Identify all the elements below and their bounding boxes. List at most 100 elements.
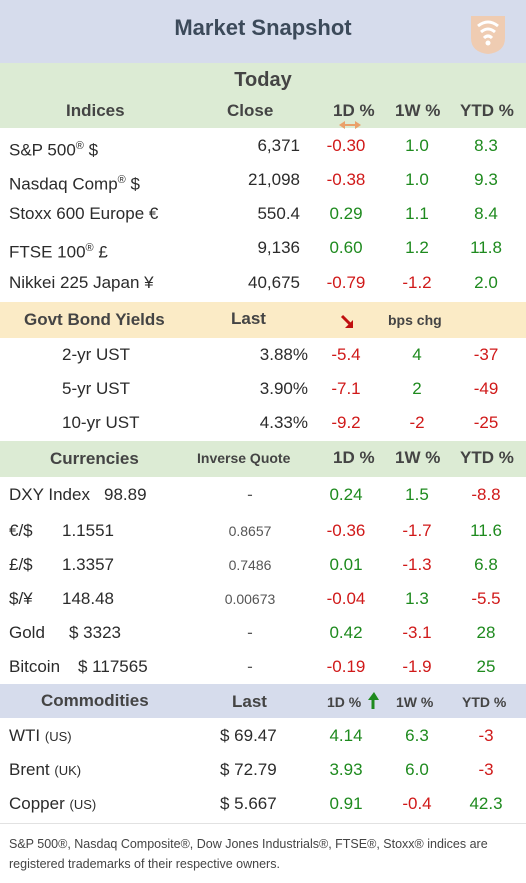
commodity-last: $ 72.79 (220, 760, 277, 779)
inverse-quote: 0.00673 (224, 591, 276, 607)
double-arrow-icon (339, 121, 361, 129)
currency-d1: -0.19 (326, 657, 366, 676)
table-row: $/¥ 148.48 0.00673 -0.04 1.3 -5.5 (0, 582, 526, 616)
currency-name: $/¥ (9, 589, 33, 608)
w1-value: 1.2 (405, 238, 429, 257)
down-arrow-icon (340, 314, 353, 328)
bonds-header: Govt Bond Yields Last bps chg (0, 302, 526, 338)
close-value: 550.4 (257, 204, 300, 223)
index-label: Stoxx 600 Europe € (9, 204, 159, 223)
bond-ytd: -25 (473, 413, 499, 432)
bond-last: 3.88% (259, 345, 308, 364)
bps-chg-heading: bps chg (388, 312, 442, 328)
today-label: Today (234, 69, 292, 91)
commodity-ytd: 42.3 (469, 794, 503, 813)
bond-d1: -9.2 (331, 413, 361, 432)
currency-name: Bitcoin (9, 657, 61, 676)
title-bar (0, 0, 526, 63)
currency-symbol: £ (93, 242, 108, 262)
table-row: Nasdaq Comp® $21,098 -0.38 1.0 9.3 (0, 163, 526, 197)
currency-w1: 1.3 (405, 589, 429, 608)
indices-heading: Indices (66, 101, 125, 120)
bond-w1: 2 (412, 379, 422, 398)
currency-ytd: -5.5 (471, 589, 501, 608)
commodity-d1: 0.91 (329, 794, 363, 813)
table-row: 2-yr UST 3.88% -5.4 4 -37 (0, 338, 526, 372)
commodity-origin: (US) (44, 729, 72, 744)
bond-name: 2-yr UST (62, 345, 130, 364)
currency-value: 1.3357 (62, 555, 114, 574)
commodity-w1: 6.0 (405, 760, 429, 779)
currency-value: $ 117565 (78, 657, 148, 676)
table-row: Bitcoin $ 117565 - -0.19 -1.9 25 (0, 650, 526, 684)
bonds-heading: Govt Bond Yields (24, 310, 165, 329)
currency-value: $ 3323 (69, 623, 121, 642)
table-row: €/$ 1.1551 0.8657 -0.36 -1.7 11.6 (0, 514, 526, 548)
table-row: WTI (US) $ 69.47 4.14 6.3 -3 (0, 719, 526, 753)
currency-ytd: 25 (476, 657, 496, 676)
currency-ytd: 28 (476, 623, 496, 642)
index-name: Nasdaq Comp® $ (9, 163, 140, 202)
currency-d1: 0.42 (329, 623, 363, 642)
currency-value: 98.89 (104, 485, 147, 504)
currencies-header: Currencies Inverse Quote 1D % 1W % YTD % (0, 441, 526, 477)
currency-name: Gold (9, 623, 45, 642)
com-ytd-heading: YTD % (462, 694, 507, 710)
footer-note: S&P 500®, Nasdaq Composite®, Dow Jones I… (9, 837, 488, 871)
up-arrow-icon (368, 692, 379, 709)
ytd-value: 8.4 (474, 204, 498, 223)
w1-value: 1.0 (405, 136, 429, 155)
close-value: 40,675 (248, 273, 300, 292)
commodities-heading: Commodities (41, 691, 149, 710)
currency-d1: -0.04 (326, 589, 366, 608)
com-d1-heading: 1D % (327, 694, 362, 710)
commodity-name: Copper (US) (9, 787, 96, 822)
currency-ytd: -8.8 (471, 485, 501, 504)
currency-w1: -1.7 (402, 521, 432, 540)
table-row: 10-yr UST 4.33% -9.2 -2 -25 (0, 406, 526, 440)
currency-d1: -0.36 (326, 521, 366, 540)
index-label: S&P 500 (9, 140, 76, 160)
w1-value: -1.2 (402, 273, 432, 292)
commodity-origin: (US) (69, 797, 97, 812)
close-heading: Close (227, 101, 274, 120)
bonds-last-heading: Last (231, 309, 266, 328)
close-value: 21,098 (248, 170, 300, 189)
com-w1-heading: 1W % (396, 694, 434, 710)
close-value: 6,371 (257, 136, 300, 155)
currency-symbol: $ (83, 140, 99, 160)
bond-ytd: -37 (473, 345, 499, 364)
currency-symbol: $ (125, 174, 140, 194)
commodity-name: WTI (US) (9, 719, 72, 754)
currency-d1: 0.01 (329, 555, 363, 574)
registered-mark: ® (85, 242, 94, 254)
w1-value: 1.1 (405, 204, 429, 223)
table-row: £/$ 1.3357 0.7486 0.01 -1.3 6.8 (0, 548, 526, 582)
inverse-quote: - (247, 623, 253, 642)
registered-mark: ® (117, 174, 126, 186)
d1-value: 0.29 (329, 204, 363, 223)
commodity-label: WTI (9, 726, 41, 745)
commodity-name: Brent (UK) (9, 753, 81, 788)
commodity-last: $ 69.47 (220, 726, 277, 745)
currency-w1: -1.3 (402, 555, 432, 574)
currency-name: DXY Index (9, 485, 90, 504)
commodity-ytd: -3 (478, 726, 494, 745)
commodity-last: $ 5.667 (220, 794, 277, 813)
inverse-quote: 0.8657 (228, 523, 272, 539)
inverse-quote: - (247, 485, 253, 504)
bond-last: 3.90% (259, 379, 308, 398)
inverse-quote: 0.7486 (228, 557, 272, 573)
index-label: FTSE 100 (9, 242, 86, 262)
commodity-d1: 4.14 (329, 726, 363, 745)
divider (0, 823, 526, 824)
bond-w1: 4 (412, 345, 422, 364)
page-title: Market Snapshot (174, 15, 352, 40)
table-row: Gold $ 3323 - 0.42 -3.1 28 (0, 616, 526, 650)
cur-ytd-heading: YTD % (460, 448, 514, 467)
commodity-w1: -0.4 (402, 794, 432, 813)
currency-name: £/$ (9, 555, 33, 574)
index-name: Stoxx 600 Europe € (9, 197, 158, 231)
currencies-heading: Currencies (50, 449, 139, 468)
inverse-quote: - (247, 657, 253, 676)
